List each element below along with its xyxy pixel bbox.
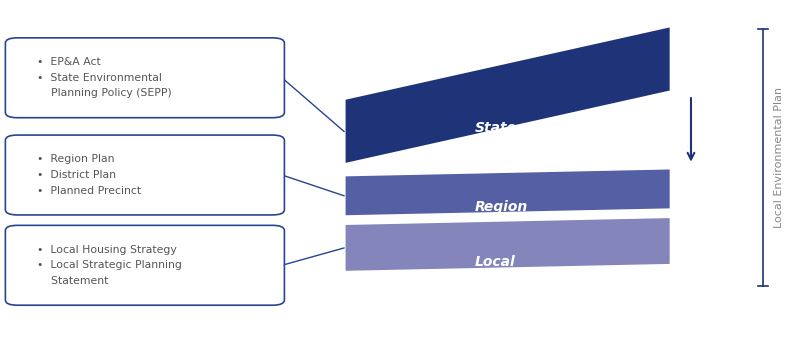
Text: State: State: [475, 121, 517, 135]
Text: Local Environmental Plan: Local Environmental Plan: [774, 87, 784, 228]
Text: •  Local Housing Strategy
•  Local Strategic Planning
    Statement: • Local Housing Strategy • Local Strateg…: [38, 245, 182, 286]
FancyBboxPatch shape: [6, 135, 285, 215]
Text: Region: Region: [475, 200, 528, 214]
Polygon shape: [344, 168, 671, 217]
Polygon shape: [344, 26, 671, 164]
FancyBboxPatch shape: [6, 38, 285, 118]
Text: Local: Local: [475, 256, 516, 270]
Polygon shape: [344, 217, 671, 272]
Text: •  Region Plan
•  District Plan
•  Planned Precinct: • Region Plan • District Plan • Planned …: [38, 154, 142, 196]
FancyBboxPatch shape: [6, 225, 285, 305]
Text: •  EP&A Act
•  State Environmental
    Planning Policy (SEPP): • EP&A Act • State Environmental Plannin…: [38, 57, 172, 98]
